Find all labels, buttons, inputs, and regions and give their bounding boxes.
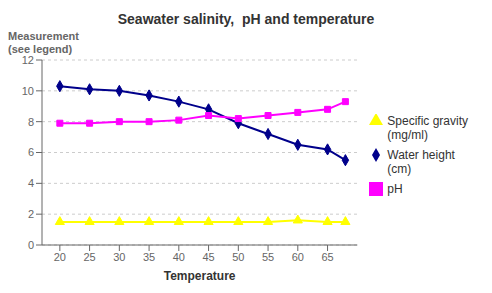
svg-text:40: 40 (173, 251, 185, 263)
svg-text:6: 6 (28, 146, 34, 158)
svg-text:10: 10 (22, 85, 34, 97)
svg-text:30: 30 (113, 251, 125, 263)
svg-text:60: 60 (292, 251, 304, 263)
html-text:pH: pH (387, 181, 403, 196)
svg-text:20: 20 (54, 251, 66, 263)
svg-text:25: 25 (83, 251, 95, 263)
html-text:Seawater salinity, pH and temp: Seawater salinity, pH and temperature (117, 11, 375, 27)
html-text:Water height (cm): Water height (cm) (387, 147, 455, 176)
svg-text:Temperature: Temperature (164, 269, 236, 283)
svg-text:0: 0 (28, 239, 34, 251)
svg-text:50: 50 (232, 251, 244, 263)
html-text:Specific gravity (mg/ml): Specific gravity (mg/ml) (387, 113, 468, 142)
svg-text:8: 8 (28, 116, 34, 128)
svg-text:35: 35 (143, 251, 155, 263)
svg-text:55: 55 (262, 251, 274, 263)
svg-text:2: 2 (28, 208, 34, 220)
svg-text:45: 45 (202, 251, 214, 263)
html-text:Measurement (see legend): Measurement (see legend) (8, 30, 79, 55)
svg-text:4: 4 (28, 177, 34, 189)
svg-text:12: 12 (22, 54, 34, 66)
svg-text:65: 65 (321, 251, 333, 263)
